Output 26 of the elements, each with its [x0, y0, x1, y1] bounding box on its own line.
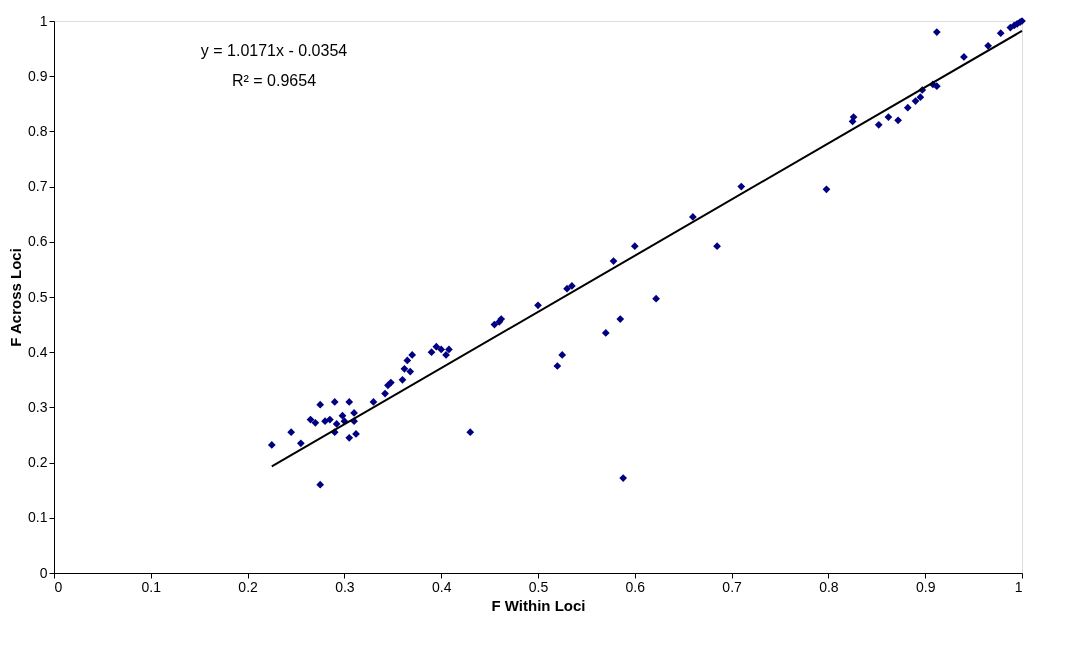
x-tick-label: 0.1	[141, 578, 162, 595]
y-tick-label: 0.2	[28, 454, 48, 471]
x-axis-title: F Within Loci	[491, 596, 586, 614]
y-tick-label: 0.6	[28, 233, 48, 250]
y-tick-label: 0.5	[28, 288, 48, 305]
y-tick-label: 0.9	[28, 67, 48, 84]
y-tick-label: 0.4	[28, 343, 48, 360]
y-axis-title: F Across Loci	[7, 248, 25, 347]
x-tick-label: 0.3	[335, 578, 355, 595]
y-tick-label: 0.7	[28, 178, 48, 195]
x-tick-label: 0.9	[915, 578, 936, 595]
x-tick-label: 0.4	[431, 578, 452, 595]
y-tick-label: 0.8	[28, 122, 48, 139]
annotation: y = 1.0171x - 0.0354	[200, 42, 348, 59]
annotation: R² = 0.9654	[231, 72, 317, 89]
x-tick-label: 0.5	[528, 578, 549, 595]
y-tick-label: 0.3	[28, 398, 48, 415]
x-tick-label: 0.8	[819, 578, 839, 595]
x-tick-label: 1	[1014, 578, 1023, 595]
y-tick-label: 1	[39, 12, 48, 29]
x-tick-label: 0.7	[722, 578, 743, 595]
y-tick-label: 0.1	[28, 509, 48, 526]
x-tick-label: 0.2	[238, 578, 259, 595]
x-tick-label: 0.6	[625, 578, 646, 595]
y-tick-label: 0	[39, 564, 48, 581]
x-tick-label: 0	[54, 578, 63, 595]
